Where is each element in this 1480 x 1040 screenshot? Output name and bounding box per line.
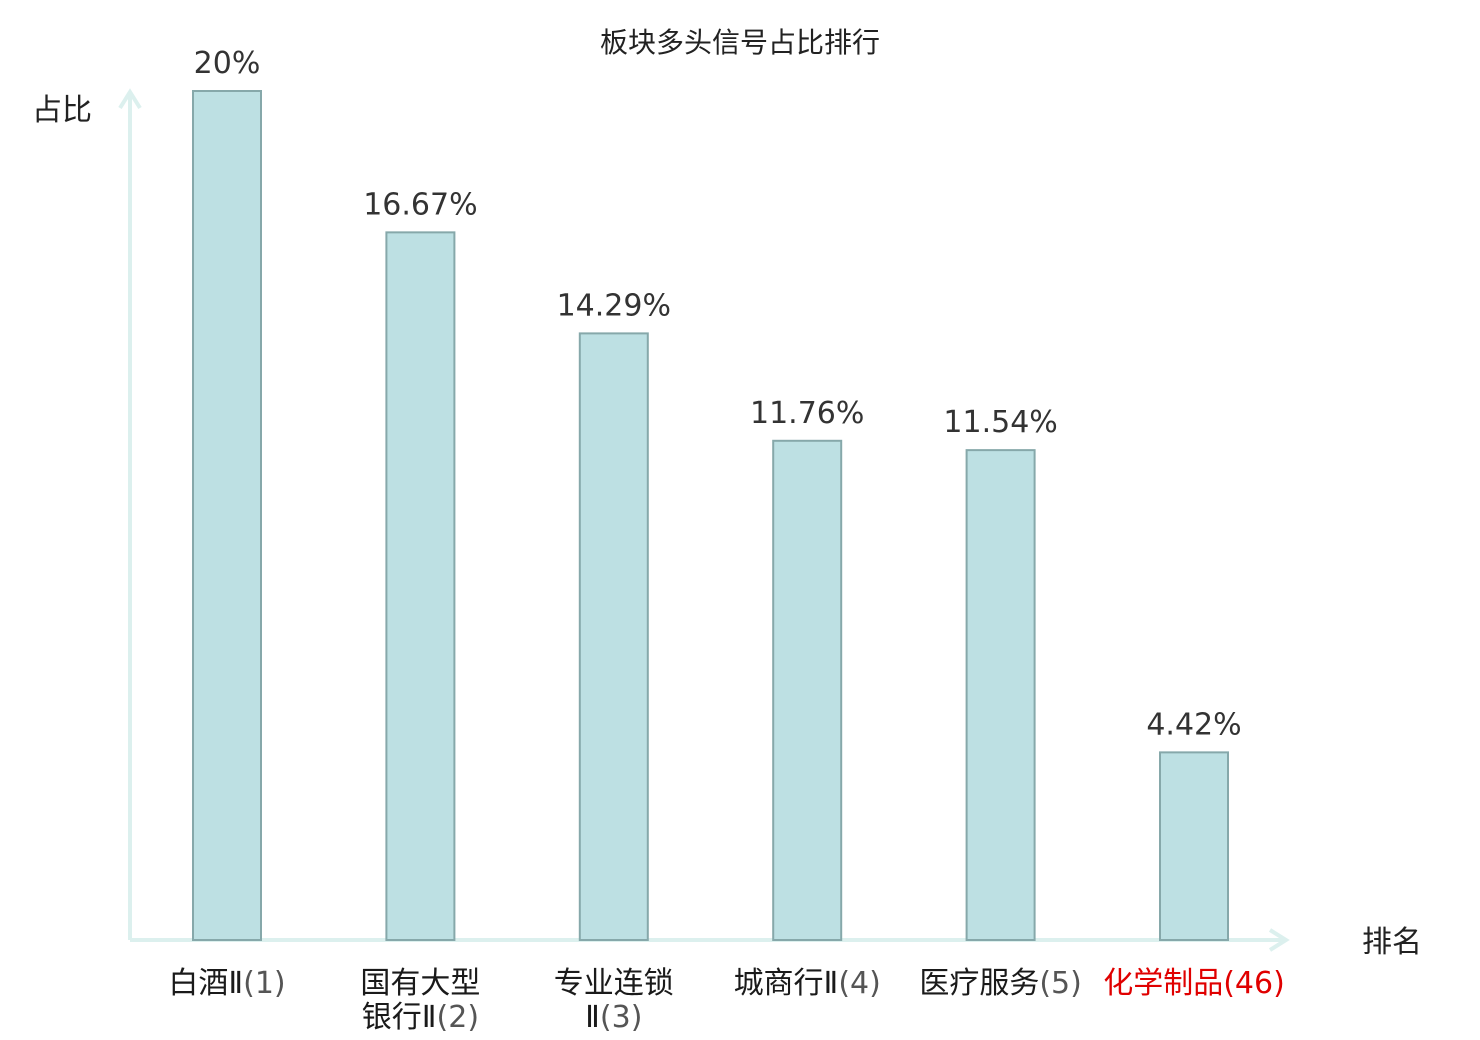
- chart-tick-labels: 白酒Ⅱ(1) 国有大型银行Ⅱ(2) 专业连锁 Ⅱ(3) 城商行Ⅱ(4) 医疗服务(5) 化学…: [168, 966, 1284, 1035]
- tick-name-2-line-1: 国有大型: [360, 966, 480, 1001]
- x-axis-label: 排名: [1362, 925, 1422, 960]
- tick-label-2: 国有大型银行Ⅱ(2): [360, 966, 480, 1035]
- tick-name-3-line-2: Ⅱ: [585, 1000, 600, 1035]
- bar-1: [192, 90, 262, 941]
- tick-name-1-line-1: 白酒Ⅱ: [168, 966, 243, 1001]
- tick-rank-4: (4): [838, 966, 881, 1001]
- bar-4: [772, 439, 843, 941]
- value-label-5: 11.54%: [943, 405, 1057, 440]
- bar-5: [965, 449, 1036, 941]
- tick-rank-3: (3): [600, 1000, 643, 1035]
- chart-bars: [192, 90, 1229, 941]
- y-axis-arrow: [118, 88, 142, 110]
- value-label-2: 16.67%: [363, 187, 477, 222]
- tick-label-4: 城商行Ⅱ(4): [734, 966, 881, 1001]
- tick-label-1: 白酒Ⅱ(1): [168, 966, 285, 1001]
- value-label-3: 14.29%: [557, 288, 671, 323]
- tick-rank-5: (5): [1039, 966, 1082, 1001]
- chart-axes: [118, 88, 1290, 952]
- tick-label-5: 医疗服务(5): [919, 966, 1082, 1001]
- x-axis-arrow: [1268, 928, 1290, 952]
- tick-rank-2: (2): [437, 1000, 480, 1035]
- tick-name-3-line-1: 专业连锁: [554, 966, 674, 1001]
- value-label-1: 20%: [194, 46, 261, 81]
- chart-value-labels: 20% 16.67% 14.29% 11.76% 11.54% 4.42%: [194, 46, 1242, 742]
- tick-rank-6: (46): [1223, 966, 1285, 1001]
- tick-rank-1: (1): [243, 966, 286, 1001]
- tick-label-3: 专业连锁 Ⅱ(3): [554, 966, 674, 1035]
- tick-label-6: 化学制品(46): [1103, 966, 1285, 1001]
- tick-name-4-line-1: 城商行Ⅱ: [734, 966, 839, 1001]
- chart-title: 板块多头信号占比排行: [600, 26, 880, 59]
- bar-3: [578, 332, 649, 941]
- bar-6: [1159, 751, 1229, 941]
- bar-2: [385, 231, 456, 941]
- value-label-6: 4.42%: [1146, 707, 1241, 742]
- y-axis-label: 占比: [32, 93, 92, 128]
- tick-name-5-line-1: 医疗服务: [919, 966, 1039, 1001]
- tick-name-6-line-1: 化学制品: [1103, 966, 1223, 1001]
- tick-name-2-line-2: 银行Ⅱ: [362, 1000, 437, 1035]
- value-label-4: 11.76%: [750, 396, 864, 431]
